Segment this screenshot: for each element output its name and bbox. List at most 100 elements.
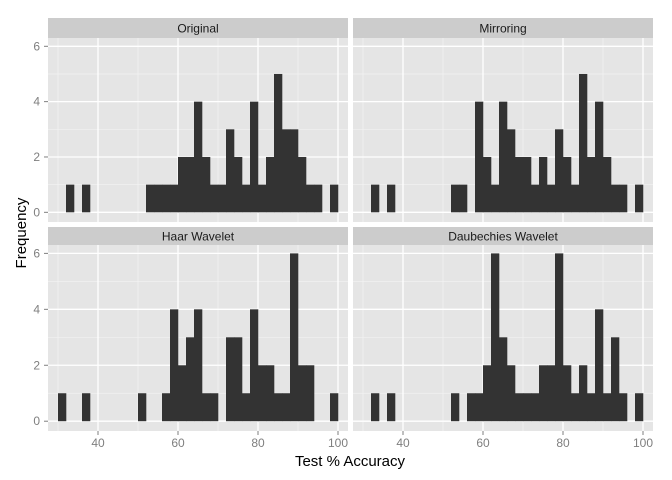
histogram-bar [202,393,211,422]
histogram-bar [531,184,540,213]
y-axis-ticks: 0 2 4 6 0 2 4 6 [33,39,48,428]
facet-strip [48,227,348,245]
facet-panels: Original Mirroring Haar Wavelet Daubechies … [48,18,653,431]
histogram-bar [82,393,91,422]
histogram-bar [234,337,243,422]
x-axis-title: Test % Accuracy [295,453,406,470]
histogram-bar [274,393,283,422]
histogram-bar [314,184,323,213]
facet-strip-label: Mirroring [479,22,526,36]
histogram-bar [579,365,588,422]
histogram-bar [483,365,492,422]
facet-strip-label: Daubechies Wavelet [448,230,558,244]
histogram-bar [387,184,396,213]
histogram-bar [170,309,179,422]
facet-daubechies-wavelet: Daubechies Wavelet [353,227,653,431]
facet-strip-label: Haar Wavelet [162,230,235,244]
histogram-bar [635,184,644,213]
histogram-bar [619,393,628,422]
histogram-bar [531,393,540,422]
histogram-bar [234,156,243,213]
histogram-bar [242,393,251,422]
histogram-bar [58,393,67,422]
histogram-bar [250,309,259,422]
histogram-bar [226,337,235,422]
x-tick-label: 100 [328,436,348,450]
histogram-bar [226,129,235,213]
histogram-bar [210,393,219,422]
y-tick-label: 2 [33,358,40,372]
histogram-bar [635,393,644,422]
histogram-bar [571,393,580,422]
histogram-bar [499,101,508,213]
y-tick-label: 6 [33,246,40,260]
histogram-bar [282,129,291,213]
histogram-bar [298,365,307,422]
histogram-bar [282,393,291,422]
histogram-bar [515,393,524,422]
histogram-bar [298,156,307,213]
histogram-bar [242,184,251,213]
histogram-bar [162,393,171,422]
facet-strip-label: Original [177,22,218,36]
histogram-bar [523,393,532,422]
histogram-bar [178,156,187,213]
histogram-bar [483,156,492,213]
histogram-bar [387,393,396,422]
histogram-bar [371,184,380,213]
histogram-bar [467,393,476,422]
histogram-bar [523,156,532,213]
x-tick-label: 60 [171,436,185,450]
histogram-bar [306,365,315,422]
histogram-bar [330,393,339,422]
histogram-bar [170,184,179,213]
x-tick-label: 100 [633,436,653,450]
facet-strip [353,227,653,245]
histogram-bar [451,393,460,422]
histogram-bar [555,253,564,422]
histogram-bar [611,184,620,213]
histogram-bar [603,393,612,422]
histogram-bar [258,365,267,422]
histogram-bar [587,393,596,422]
histogram-bar [146,184,155,213]
histogram-bar [579,73,588,213]
histogram-bar [547,365,556,422]
histogram-bar [218,184,227,213]
x-tick-label: 60 [476,436,490,450]
histogram-bar [555,129,564,213]
histogram-bar [515,156,524,213]
histogram-bar [266,365,275,422]
histogram-bar [563,156,572,213]
histogram-bar [507,365,516,422]
y-tick-label: 4 [33,302,40,316]
histogram-bar [330,184,339,213]
histogram-bar [459,184,468,213]
histogram-bar [186,337,195,422]
histogram-bar [611,337,620,422]
histogram-bar [210,184,219,213]
y-tick-label: 0 [33,414,40,428]
histogram-bar [595,101,604,213]
x-tick-label: 80 [556,436,570,450]
x-tick-label: 40 [91,436,105,450]
y-tick-label: 4 [33,95,40,109]
histogram-bar [507,129,516,213]
histogram-bar [563,365,572,422]
histogram-bar [306,184,315,213]
histogram-bar [491,184,500,213]
histogram-bar [162,184,171,213]
histogram-bar [547,184,556,213]
facet-mirroring: Mirroring [353,18,653,222]
histogram-bar [603,156,612,213]
x-tick-label: 80 [251,436,265,450]
histogram-bar [571,184,580,213]
facet-haar-wavelet: Haar Wavelet [48,227,348,431]
histogram-bar [250,101,259,213]
x-axis-ticks: 40 60 80 100 40 60 80 100 [91,431,653,450]
histogram-bar [475,393,484,422]
histogram-bar [66,184,75,213]
histogram-bar [138,393,147,422]
histogram-bar [290,129,299,213]
